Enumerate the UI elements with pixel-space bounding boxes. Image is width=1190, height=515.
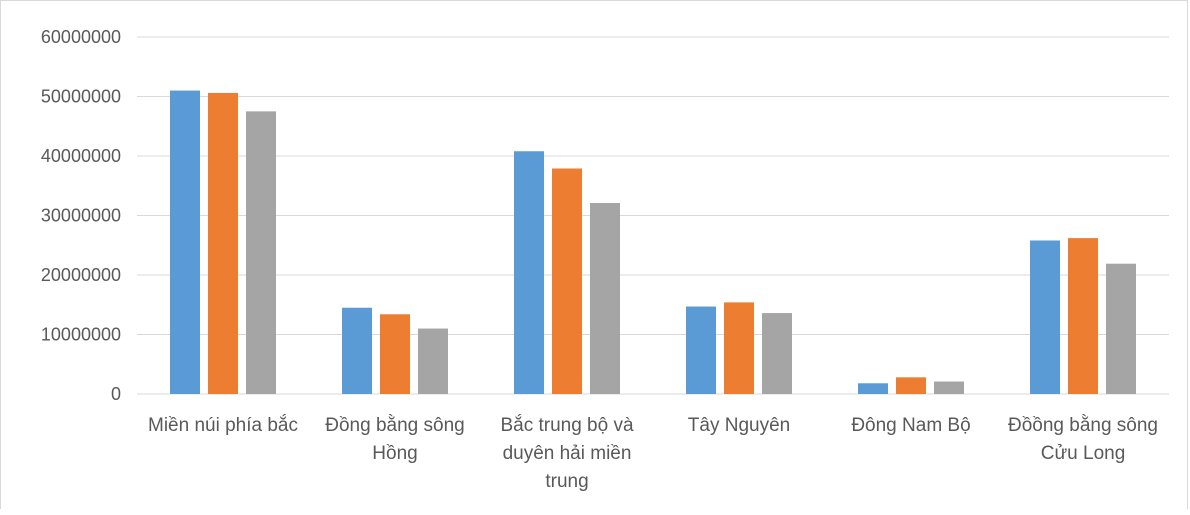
x-category-label-line: trung <box>545 471 588 492</box>
x-category-label: Tây Nguyên <box>688 415 790 436</box>
bar-series-3-category-2 <box>418 328 448 394</box>
bar-series-2-category-1 <box>208 92 238 395</box>
y-axis-tick-labels: 0 10000000 20000000 30000000 40000000 5000000… <box>41 27 121 404</box>
x-category-label-line: Tây Nguyên <box>688 415 790 436</box>
bar-series-2-category-3 <box>552 168 582 394</box>
x-category-label: Đông Nam Bộ <box>851 415 970 436</box>
x-axis-category-labels: Miền núi phía bắc Đồng bằng sông Hồng Bắc t… <box>148 414 1158 492</box>
x-category-label: Đồng bằng sông Hồng <box>325 414 464 464</box>
bars <box>170 90 1136 395</box>
y-tick-label: 60000000 <box>41 27 121 47</box>
bar-series-1-category-6 <box>1030 240 1060 394</box>
bar-series-1-category-3 <box>514 151 544 394</box>
x-category-label-line: Miền núi phía bắc <box>148 414 298 436</box>
bar-series-1-category-1 <box>170 90 200 395</box>
bar-series-1-category-5 <box>858 383 888 394</box>
y-tick-label: 50000000 <box>41 87 121 107</box>
y-tick-label: 30000000 <box>41 206 121 226</box>
bar-series-3-category-5 <box>934 381 964 394</box>
x-category-label: Miền núi phía bắc <box>148 414 298 436</box>
y-tick-label: 20000000 <box>41 265 121 285</box>
x-category-label-line: Bắc trung bộ và <box>500 414 634 436</box>
bar-series-3-category-3 <box>590 203 620 394</box>
x-category-label: Đồồng bằng sông Cửu Long <box>1008 414 1158 464</box>
bar-series-1-category-2 <box>342 307 372 394</box>
bar-series-3-category-6 <box>1106 263 1136 394</box>
bar-series-2-category-4 <box>724 302 754 394</box>
bar-series-2-category-6 <box>1068 238 1098 394</box>
bar-series-2-category-2 <box>380 314 410 394</box>
gridlines <box>137 36 1169 395</box>
bar-series-3-category-4 <box>762 313 792 394</box>
y-tick-label: 10000000 <box>41 325 121 345</box>
x-category-label-line: duyên hải miền <box>503 443 632 464</box>
bar-series-2-category-5 <box>896 377 926 394</box>
y-tick-label: 40000000 <box>41 146 121 166</box>
y-tick-label: 0 <box>111 384 121 404</box>
x-category-label-line: Hồng <box>372 443 417 464</box>
x-category-label-line: Cửu Long <box>1041 443 1126 464</box>
x-category-label-line: Đông Nam Bộ <box>851 415 970 436</box>
x-category-label-line: Đồồng bằng sông <box>1008 414 1158 436</box>
x-category-label: Bắc trung bộ và duyên hải miền trung <box>500 414 634 492</box>
bar-series-3-category-1 <box>246 111 276 394</box>
x-category-label-line: Đồng bằng sông <box>325 414 464 436</box>
bar-series-1-category-4 <box>686 306 716 394</box>
